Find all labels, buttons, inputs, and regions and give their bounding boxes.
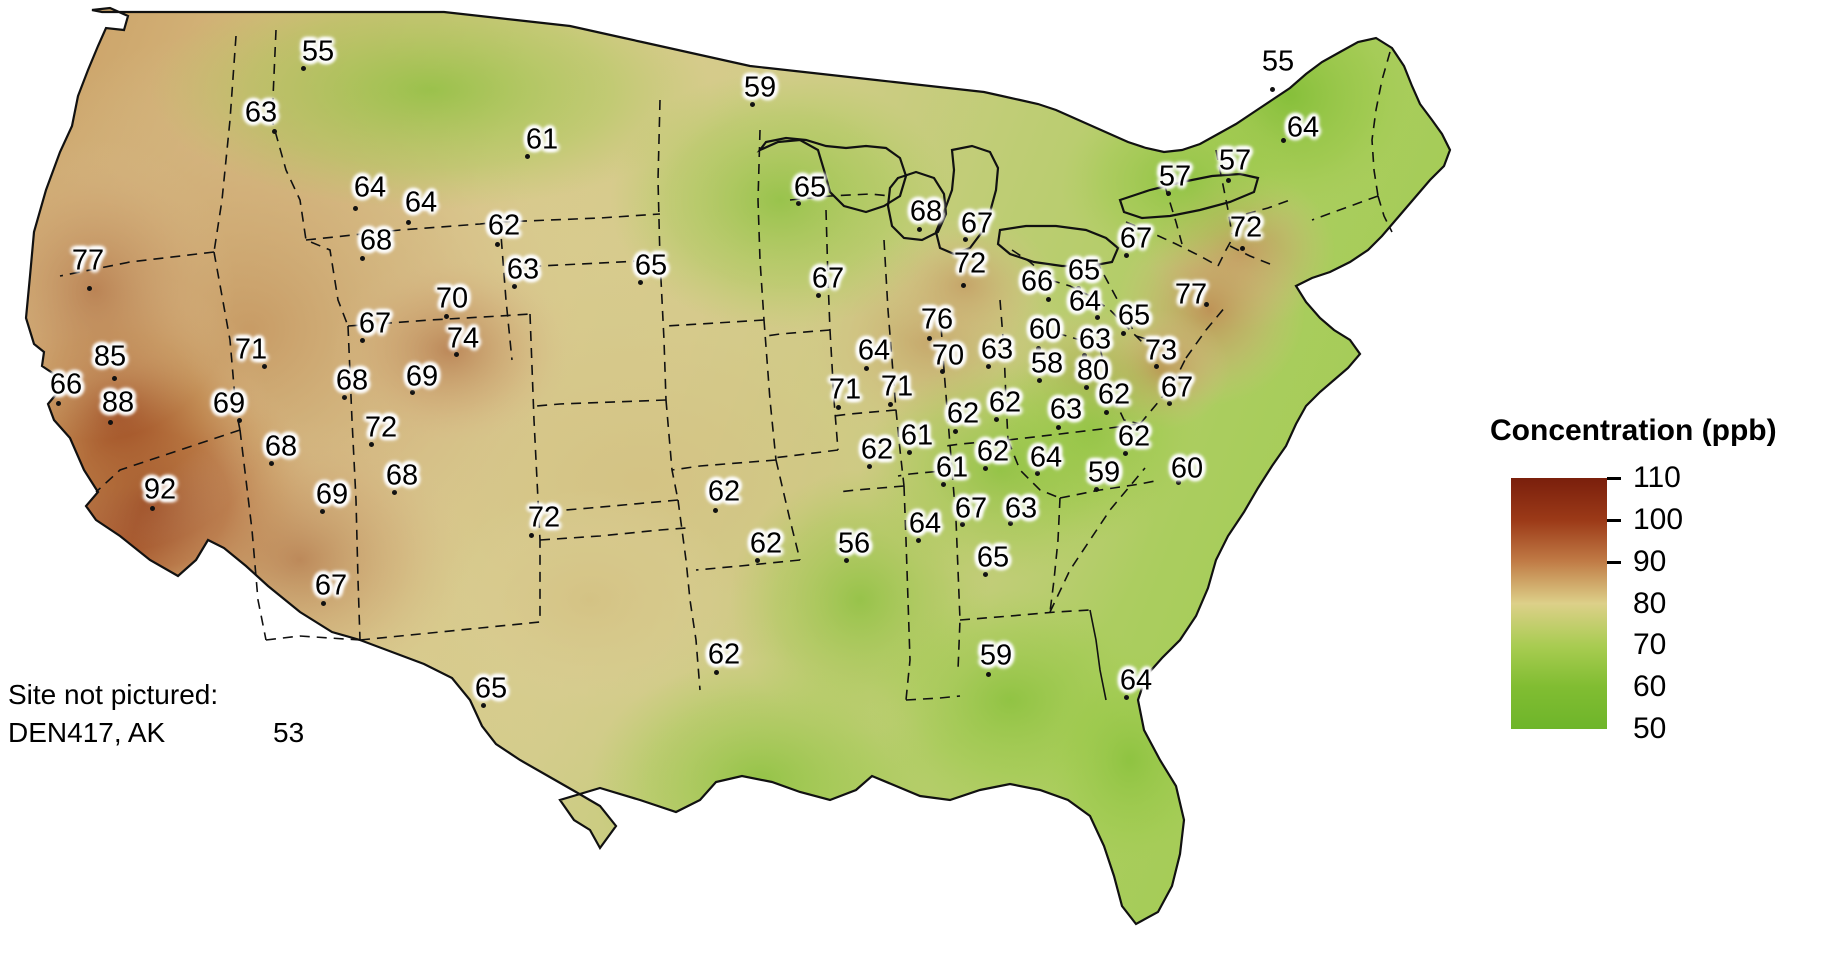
national-border [24,6,1452,926]
map-svg [24,6,1452,926]
legend-title: Concentration (ppb) [1490,414,1777,447]
colorbar-tick-label: 110 [1633,461,1681,494]
colorbar-gradient [1511,478,1607,729]
colorbar-wrap: 110 100 90 80 70 60 50 [1511,463,1811,744]
note-site-value: 53 [273,716,305,748]
colorbar-tick-label: 90 [1633,544,1667,578]
site-not-pictured-note: Site not pictured: DEN417, AK 53 [8,676,304,752]
colorbar-tick-label: 80 [1633,586,1667,620]
note-site-id: DEN417, AK [8,716,166,748]
colorbar-tick-label: 100 [1633,502,1684,536]
note-heading: Site not pictured: [8,679,219,710]
note-site-row: DEN417, AK 53 [8,714,304,752]
coastline-detail [1089,609,1107,701]
legend: Concentration (ppb) 110 100 90 80 70 60 50 [1490,408,1820,748]
colorbar-tick-mark [1607,477,1621,480]
colorbar-tick-label: 60 [1633,670,1667,704]
us-concentration-map: 55 63 61 59 55 64 64 64 62 65 68 67 57 57 68 77 63 65 67 72… [24,6,1452,926]
colorbar-tick-mark [1607,518,1621,522]
colorbar-tick-label: 70 [1633,628,1667,662]
colorbar-tick-mark [1607,560,1621,564]
concentration-field [26,8,1450,924]
colorbar-tick-label: 50 [1633,712,1667,745]
colorbar-ticks: 110 100 90 80 70 60 50 [1607,463,1807,744]
state-boundaries [59,29,1393,701]
